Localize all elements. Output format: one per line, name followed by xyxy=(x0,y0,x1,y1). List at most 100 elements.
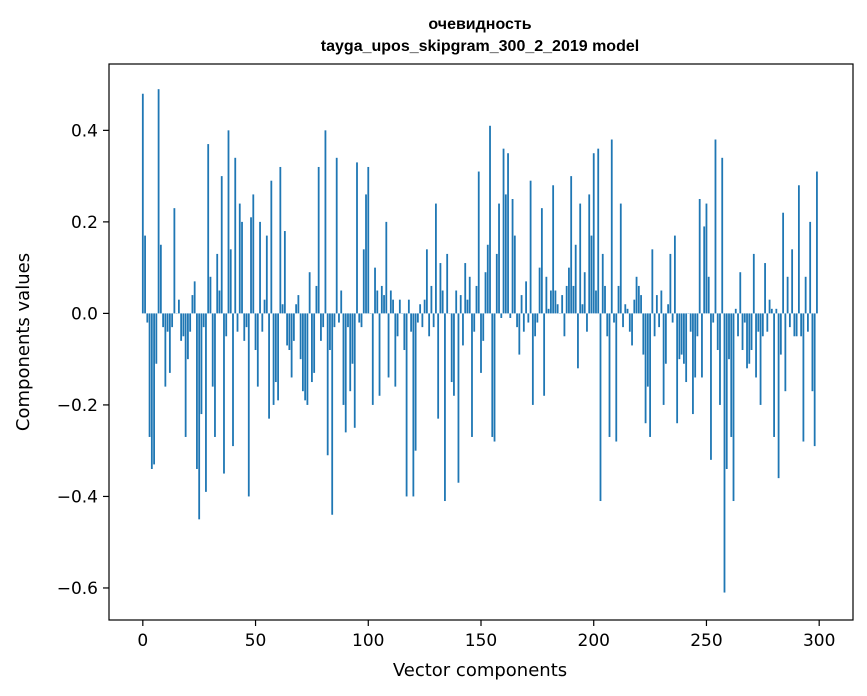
bar-81 xyxy=(324,130,327,314)
bar-238 xyxy=(678,313,681,360)
bar-173 xyxy=(531,313,534,405)
bar-72 xyxy=(304,313,307,401)
bar-254 xyxy=(714,139,717,314)
bar-201 xyxy=(595,290,597,314)
bar-71 xyxy=(301,313,304,392)
bar-150 xyxy=(480,313,482,373)
bar-109 xyxy=(387,313,390,378)
bar-110 xyxy=(389,290,392,314)
bar-166 xyxy=(516,313,518,328)
bar-65 xyxy=(288,313,291,351)
bar-28 xyxy=(205,313,207,492)
bar-152 xyxy=(484,272,487,314)
bar-74 xyxy=(308,272,311,314)
bar-96 xyxy=(358,313,361,323)
bar-281 xyxy=(775,308,778,314)
bar-36 xyxy=(223,313,225,474)
bar-67 xyxy=(292,313,295,341)
bar-10 xyxy=(164,313,167,387)
bar-261 xyxy=(730,313,733,437)
bar-99 xyxy=(365,194,367,314)
bar-182 xyxy=(552,185,555,314)
bar-207 xyxy=(608,313,611,437)
bar-144 xyxy=(466,299,469,314)
bar-218 xyxy=(633,299,636,314)
bar-121 xyxy=(414,313,417,451)
bar-183 xyxy=(554,290,557,314)
bar-132 xyxy=(439,263,442,314)
bar-223 xyxy=(644,313,647,424)
bar-184 xyxy=(556,304,559,314)
bar-68 xyxy=(295,304,298,314)
bar-158 xyxy=(498,203,500,314)
bar-0 xyxy=(141,93,144,314)
bar-97 xyxy=(360,313,363,328)
bar-57 xyxy=(270,180,273,314)
bar-209 xyxy=(613,313,615,323)
y-tick-label-0.4: 0.4 xyxy=(71,121,98,141)
bar-90 xyxy=(344,313,347,433)
bar-106 xyxy=(380,285,383,314)
bar-147 xyxy=(473,313,476,332)
bar-190 xyxy=(570,176,573,314)
bar-41 xyxy=(234,157,237,314)
bar-145 xyxy=(468,276,471,314)
bar-1 xyxy=(144,235,146,314)
bar-154 xyxy=(489,125,491,314)
bar-49 xyxy=(252,194,255,314)
y-tick-label-0: 0.0 xyxy=(71,304,98,324)
bar-125 xyxy=(423,299,426,314)
bar-93 xyxy=(351,313,354,364)
chart-subtitle: tayga_upos_skipgram_300_2_2019 model xyxy=(321,38,639,55)
y-tick-label--0.6: −0.6 xyxy=(57,579,98,599)
bar-61 xyxy=(279,166,282,314)
bar-224 xyxy=(646,313,649,387)
bar-34 xyxy=(218,290,221,314)
y-tick-label-0.2: 0.2 xyxy=(71,213,98,233)
x-axis: 0 50 100 150 200 250 300 xyxy=(137,620,835,651)
bar-252 xyxy=(710,313,712,460)
bar-56 xyxy=(268,313,270,419)
bar-9 xyxy=(162,313,165,328)
bar-198 xyxy=(588,194,591,314)
y-axis: −0.6 −0.4 −0.2 0.0 0.2 0.4 xyxy=(57,121,109,599)
bar-273 xyxy=(757,313,760,332)
bar-63 xyxy=(283,231,286,314)
bar-251 xyxy=(707,276,710,314)
bar-83 xyxy=(329,313,331,351)
bar-237 xyxy=(676,313,679,424)
bar-250 xyxy=(705,203,708,314)
bar-274 xyxy=(759,313,762,405)
bar-122 xyxy=(416,313,419,323)
bar-98 xyxy=(362,249,365,314)
bar-79 xyxy=(320,313,322,341)
bar-187 xyxy=(563,313,566,337)
bar-284 xyxy=(782,212,785,314)
bar-105 xyxy=(378,313,381,396)
bar-123 xyxy=(419,304,422,314)
bar-87 xyxy=(338,313,340,323)
bar-272 xyxy=(755,313,757,378)
bar-137 xyxy=(450,313,453,383)
x-tick-label-0: 0 xyxy=(137,631,148,651)
bar-64 xyxy=(286,313,289,346)
bar-230 xyxy=(660,290,663,314)
bar-77 xyxy=(315,285,318,314)
bar-51 xyxy=(256,313,259,387)
bar-215 xyxy=(626,308,629,314)
bar-103 xyxy=(374,267,376,314)
bar-58 xyxy=(272,313,275,405)
bar-194 xyxy=(579,203,582,314)
bar-169 xyxy=(522,313,525,332)
bar-259 xyxy=(725,313,728,469)
bar-134 xyxy=(444,313,446,502)
bar-157 xyxy=(495,253,498,314)
x-tick-label-300: 300 xyxy=(803,631,835,651)
bar-294 xyxy=(804,276,807,314)
bar-82 xyxy=(326,313,329,456)
bar-113 xyxy=(396,313,399,337)
plot-frame xyxy=(108,63,854,621)
bar-series xyxy=(141,89,818,593)
bar-95 xyxy=(356,162,358,314)
bar-283 xyxy=(779,313,782,355)
